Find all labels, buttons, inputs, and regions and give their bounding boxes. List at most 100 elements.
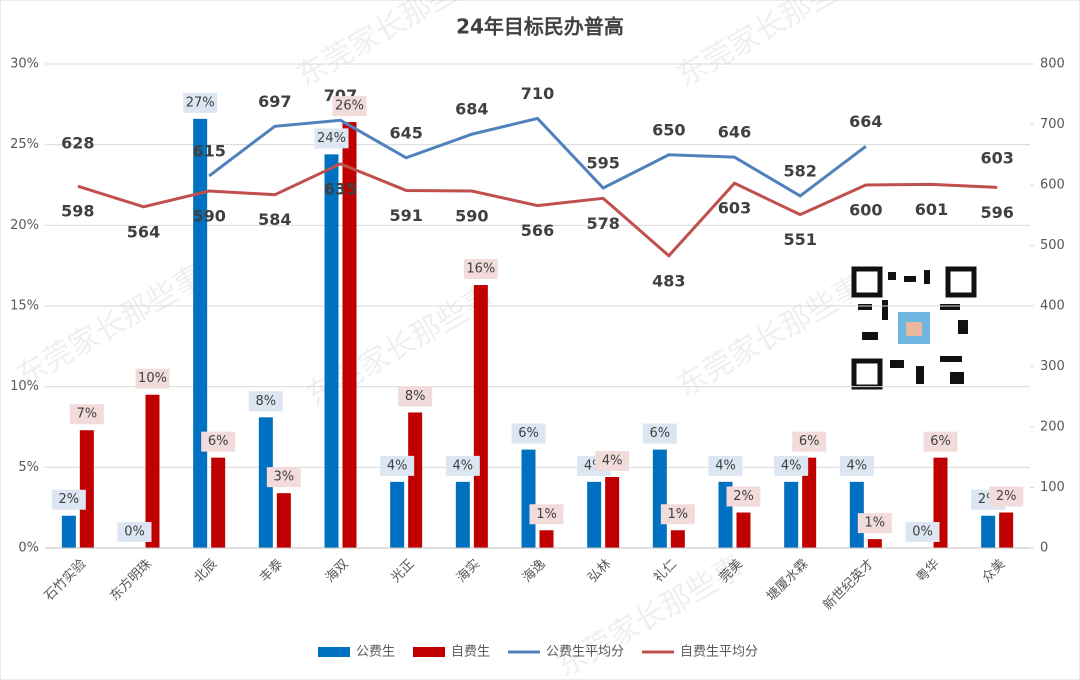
line-value-label: 598	[61, 202, 94, 221]
bar-value-label: 8%	[405, 389, 426, 404]
y-tick-label: 5%	[18, 460, 39, 475]
value-label-bg	[923, 431, 958, 452]
y-tick-label: 15%	[10, 299, 39, 314]
value-label-bg	[989, 486, 1024, 507]
bar-value-label: 16%	[466, 262, 495, 277]
y2-tick-label: 200	[1040, 420, 1065, 435]
line-value-label: 615	[192, 141, 225, 160]
line-value-label: 483	[652, 271, 685, 290]
bar-value-label: 1%	[536, 507, 557, 522]
bar	[408, 412, 423, 548]
y2-tick-label: 400	[1040, 299, 1065, 314]
bar	[61, 515, 76, 548]
bar-value-label: 0%	[912, 525, 933, 540]
bar-value-label: 1%	[865, 516, 886, 531]
value-label-bg	[905, 522, 940, 542]
line-value-label: 590	[192, 207, 225, 226]
y2-tick-label: 100	[1040, 480, 1065, 495]
line-value-label: 578	[586, 214, 619, 233]
y2-tick-label: 0	[1040, 541, 1048, 556]
y2-tick-label: 600	[1040, 178, 1065, 193]
line-value-label: 650	[652, 120, 685, 139]
value-label-bg	[708, 455, 743, 476]
bar	[193, 118, 208, 548]
line-value-label: 635	[324, 179, 357, 198]
line-value-label: 582	[783, 161, 816, 180]
legend-label: 公费生	[356, 645, 395, 660]
bar	[587, 481, 602, 548]
bar-value-label: 4%	[453, 458, 474, 473]
bar	[652, 449, 667, 548]
bar-value-label: 4%	[715, 458, 736, 473]
bar-value-label: 1%	[668, 507, 689, 522]
bar	[145, 394, 160, 548]
value-label-bg	[248, 391, 283, 412]
value-label-bg	[660, 504, 695, 525]
bar-value-label: 6%	[208, 434, 229, 449]
y-tick-label: 20%	[10, 218, 39, 233]
bar	[802, 457, 817, 548]
bar-value-label: 3%	[274, 470, 295, 485]
bar-value-label: 8%	[256, 394, 277, 409]
line-value-label: 710	[521, 84, 554, 103]
value-label-bg	[792, 431, 827, 452]
line-value-label: 566	[521, 221, 554, 240]
line-value-label: 564	[127, 222, 160, 241]
bar	[79, 430, 94, 548]
bar	[324, 154, 339, 548]
line-value-label: 603	[980, 149, 1013, 168]
bar	[605, 477, 620, 548]
value-label-bg	[266, 467, 301, 488]
bar-value-label: 4%	[602, 454, 623, 469]
bar-value-label: 4%	[387, 458, 408, 473]
value-label-bg	[201, 431, 236, 452]
line-value-label: 600	[849, 201, 882, 220]
value-label-bg	[511, 423, 546, 444]
bar	[258, 417, 273, 548]
bar-value-label: 6%	[930, 434, 951, 449]
bar	[276, 493, 291, 548]
legend-swatch	[413, 647, 446, 657]
bar	[342, 122, 357, 548]
line-value-label: 697	[258, 92, 291, 111]
y2-tick-label: 700	[1040, 117, 1065, 132]
line-value-label: 590	[455, 207, 488, 226]
y2-tick-label: 800	[1040, 57, 1065, 72]
value-label-bg	[774, 455, 809, 476]
value-label-bg	[398, 386, 433, 407]
value-label-bg	[69, 404, 104, 425]
bar-value-label: 10%	[138, 371, 167, 386]
value-label-bg	[380, 455, 415, 476]
value-label-bg	[857, 513, 892, 534]
bar	[473, 285, 488, 548]
bar	[455, 481, 470, 548]
y-tick-label: 0%	[18, 541, 39, 556]
bar	[521, 449, 536, 548]
bar-value-label: 4%	[847, 458, 868, 473]
bar-value-label: 0%	[124, 525, 145, 540]
y-tick-label: 30%	[10, 57, 39, 72]
value-label-bg	[642, 423, 677, 444]
bar-value-label: 6%	[799, 434, 820, 449]
bar-value-label: 4%	[781, 458, 802, 473]
legend-label: 公费生平均分	[546, 645, 624, 660]
value-label-bg	[117, 522, 152, 542]
line-value-label: 684	[455, 100, 488, 119]
y2-tick-label: 300	[1040, 359, 1065, 374]
bar-value-label: 26%	[335, 99, 364, 114]
value-label-bg	[332, 96, 367, 117]
value-label-bg	[314, 128, 349, 149]
legend-label: 自费生	[451, 645, 490, 660]
line-value-label: 601	[915, 200, 948, 219]
value-label-bg	[529, 504, 564, 525]
bar-value-label: 2%	[996, 489, 1017, 504]
legend-swatch	[318, 647, 350, 657]
bar-value-label: 6%	[650, 426, 671, 441]
value-label-bg	[463, 259, 498, 280]
bar	[539, 530, 554, 548]
bar	[390, 481, 405, 548]
line	[77, 162, 998, 258]
line-value-label: 595	[586, 154, 619, 173]
bar-value-label: 24%	[317, 131, 346, 146]
